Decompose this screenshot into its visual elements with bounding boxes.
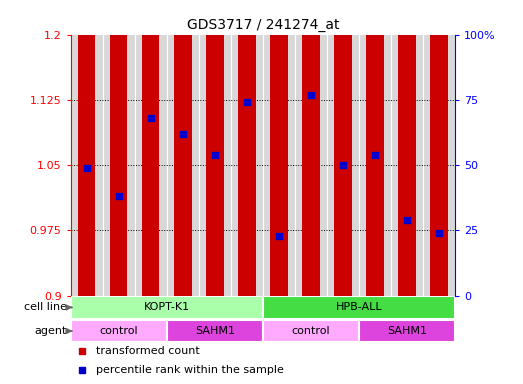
Bar <box>263 35 295 296</box>
Bar <box>238 0 256 296</box>
Bar <box>302 0 320 296</box>
Text: agent: agent <box>35 326 67 336</box>
Bar <box>167 35 199 296</box>
Bar <box>359 320 455 343</box>
Bar <box>231 35 263 296</box>
Bar <box>71 296 263 319</box>
Bar <box>110 0 128 296</box>
Point <box>243 99 251 106</box>
Point <box>83 165 91 171</box>
Bar <box>71 320 167 343</box>
Bar <box>199 35 231 296</box>
Point <box>115 194 123 200</box>
Bar <box>206 0 223 296</box>
Bar <box>430 0 448 296</box>
Bar <box>327 35 359 296</box>
Text: transformed count: transformed count <box>96 346 199 356</box>
Bar <box>142 0 160 296</box>
Bar <box>103 35 135 296</box>
Point <box>146 115 155 121</box>
Point <box>435 230 443 236</box>
Bar <box>366 0 384 296</box>
Text: percentile rank within the sample: percentile rank within the sample <box>96 365 283 375</box>
Text: SAHM1: SAHM1 <box>195 326 235 336</box>
Text: KOPT-K1: KOPT-K1 <box>144 303 190 313</box>
Bar <box>71 35 103 296</box>
Point <box>178 131 187 137</box>
Bar <box>359 35 391 296</box>
Point <box>211 152 219 158</box>
Bar <box>270 0 288 296</box>
Bar <box>174 0 191 296</box>
Text: SAHM1: SAHM1 <box>387 326 427 336</box>
Bar <box>295 35 327 296</box>
Text: cell line: cell line <box>24 303 67 313</box>
Bar <box>167 320 263 343</box>
Bar <box>334 0 351 296</box>
Point <box>339 162 347 168</box>
Bar <box>135 35 167 296</box>
Point <box>371 152 379 158</box>
Text: control: control <box>291 326 330 336</box>
Bar <box>263 320 359 343</box>
Text: control: control <box>99 326 138 336</box>
Point <box>275 232 283 238</box>
Bar <box>78 0 95 296</box>
Title: GDS3717 / 241274_at: GDS3717 / 241274_at <box>187 18 339 32</box>
Point <box>403 217 411 223</box>
Bar <box>398 0 416 296</box>
Bar <box>423 35 455 296</box>
Point <box>306 91 315 98</box>
Bar <box>391 35 423 296</box>
Text: HPB-ALL: HPB-ALL <box>336 303 382 313</box>
Bar <box>263 296 455 319</box>
